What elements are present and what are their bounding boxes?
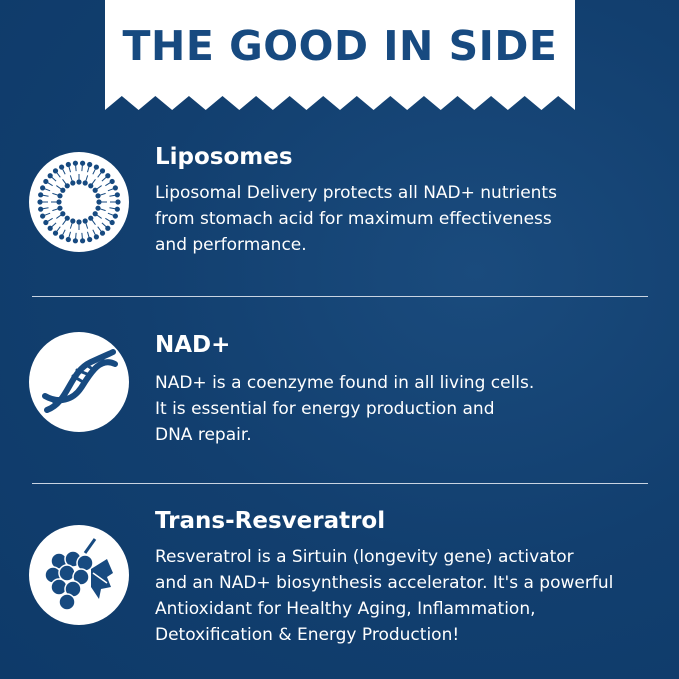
text-line: and an NAD+ biosynthesis accelerator. It… bbox=[155, 573, 614, 593]
text-line: from stomach acid for maximum effectiven… bbox=[155, 209, 552, 229]
section-text: Resveratrol is a Sirtuin (longevity gene… bbox=[155, 544, 655, 648]
text-line: Antioxidant for Healthy Aging, Inflammat… bbox=[155, 599, 536, 619]
grapes-icon bbox=[29, 525, 129, 625]
page-title: THE GOOD IN SIDE bbox=[122, 22, 558, 70]
divider bbox=[32, 296, 648, 297]
section-text: Liposomal Delivery protects all NAD+ nut… bbox=[155, 180, 655, 258]
title-banner: THE GOOD IN SIDE bbox=[105, 0, 575, 110]
text-line: Liposomal Delivery protects all NAD+ nut… bbox=[155, 183, 557, 203]
section-title: Liposomes bbox=[155, 144, 293, 170]
section-title: NAD+ bbox=[155, 332, 231, 358]
divider bbox=[32, 483, 648, 484]
text-line: Resveratrol is a Sirtuin (longevity gene… bbox=[155, 547, 574, 567]
text-line: NAD+ is a coenzyme found in all living c… bbox=[155, 373, 535, 393]
section-title: Trans-Resveratrol bbox=[155, 508, 386, 534]
text-line: DNA repair. bbox=[155, 425, 252, 445]
section-text: NAD+ is a coenzyme found in all living c… bbox=[155, 370, 655, 448]
dna-icon bbox=[29, 332, 129, 432]
liposome-icon bbox=[29, 152, 129, 252]
text-line: and performance. bbox=[155, 235, 307, 255]
text-line: Detoxification & Energy Production! bbox=[155, 625, 460, 645]
text-line: It is essential for energy production an… bbox=[155, 399, 495, 419]
zigzag-banner-shape bbox=[105, 0, 575, 110]
